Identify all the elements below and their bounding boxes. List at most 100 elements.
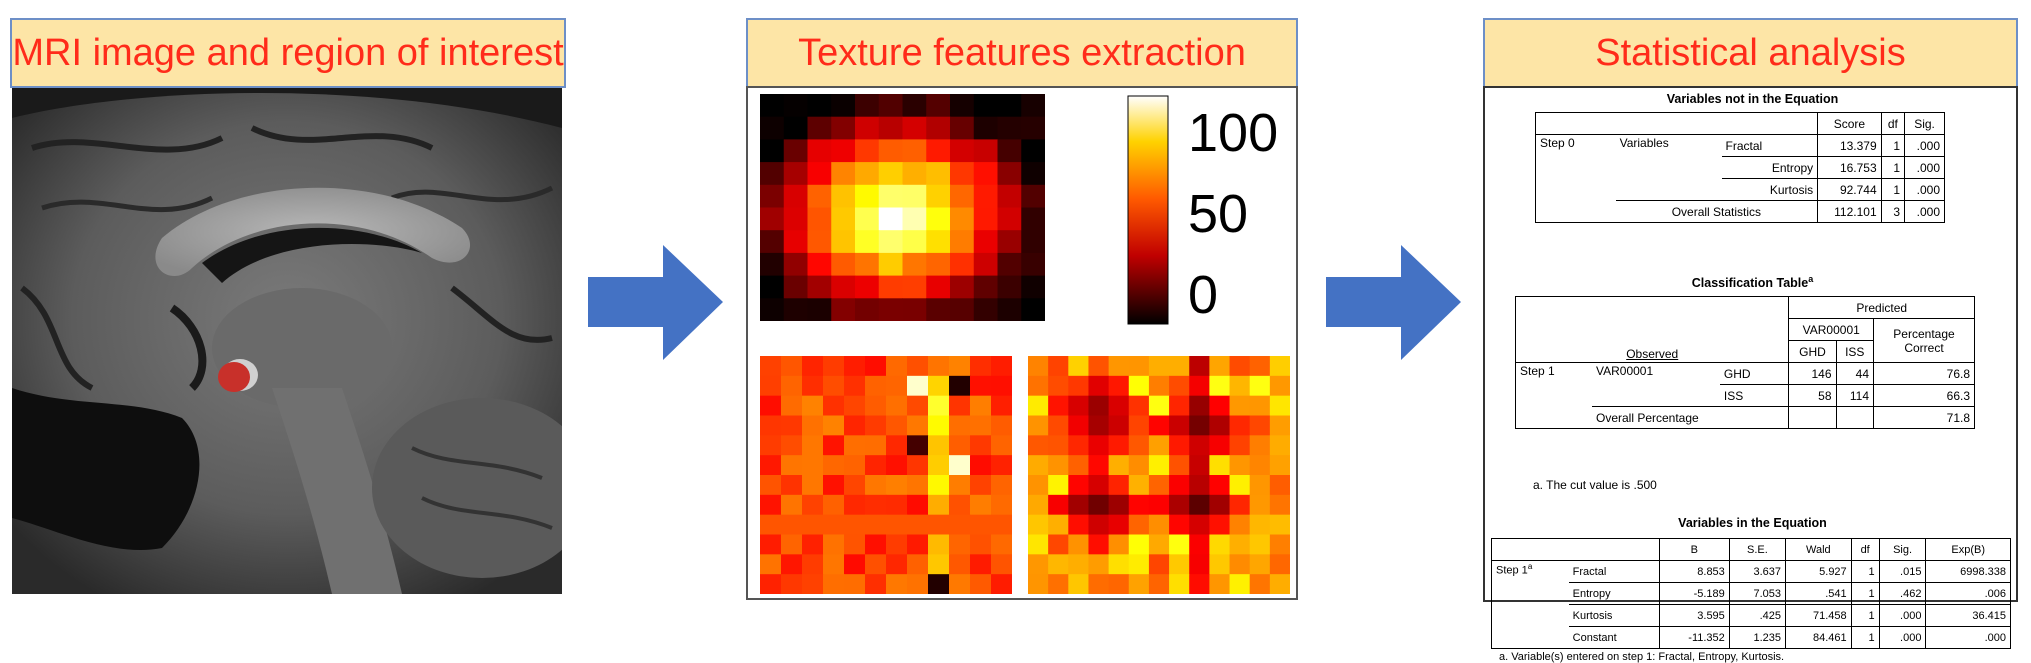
- heatmap-cell: [1048, 455, 1069, 476]
- heatmap-cell: [855, 298, 880, 321]
- heatmap-cell: [1108, 475, 1130, 496]
- heatmap-cell: [823, 514, 845, 535]
- heatmap-cell: [1068, 534, 1089, 555]
- heatmap-cell: [760, 139, 785, 163]
- heatmap-cell: [1148, 455, 1170, 476]
- heatmap-cell: [973, 139, 998, 163]
- heatmap-cell: [1169, 356, 1190, 377]
- t2-iss: 44: [1835, 362, 1875, 385]
- heatmap-cell: [1028, 514, 1049, 535]
- heatmap-cell: [1148, 395, 1170, 416]
- heatmap-cell: [1028, 494, 1049, 516]
- table1-title: Variables not in the Equation: [1666, 92, 1839, 106]
- heatmap-cell: [1028, 415, 1049, 436]
- heatmap-cell: [1249, 375, 1271, 397]
- heatmap-cell: [1128, 435, 1150, 456]
- stats-panel: Variables not in the Equation Score df S…: [1483, 86, 2018, 663]
- heatmap-cell: [760, 494, 782, 516]
- heatmap-cell: [823, 415, 845, 436]
- t3-note: a. Variable(s) entered on step 1: Fracta…: [1499, 651, 1785, 663]
- t1-var-name: Entropy: [1721, 156, 1819, 179]
- heatmap-cell: [1028, 356, 1049, 377]
- heatmap-cell: [1128, 534, 1150, 555]
- heatmap-cell: [760, 475, 782, 496]
- heatmap-cell: [1189, 455, 1210, 476]
- heatmap-cell: [1229, 415, 1251, 436]
- heatmap-cell: [907, 435, 929, 456]
- heatmap-cell: [997, 162, 1022, 186]
- heatmap-cell: [928, 356, 950, 377]
- heatmap-cell: [973, 298, 998, 321]
- heatmap-cell: [1148, 435, 1170, 456]
- heatmap-cell: [1088, 514, 1110, 535]
- heatmap-cell: [1048, 554, 1069, 575]
- heatmap-cell: [781, 574, 803, 594]
- t3-step: Step 1a: [1490, 560, 1569, 649]
- heatmap-cell: [781, 375, 803, 397]
- heatmap-cell: [1209, 435, 1231, 456]
- heatmap-cell: [844, 356, 866, 377]
- t2-overall-pct: 71.8: [1873, 406, 1975, 429]
- heatmap-cell: [1108, 494, 1130, 516]
- heatmap-cell: [823, 395, 845, 416]
- heatmap-cell: [831, 207, 856, 231]
- heatmap-cell: [907, 395, 929, 416]
- heatmap-cell: [1189, 375, 1210, 397]
- heatmap-cell: [1229, 356, 1251, 377]
- heatmap-cell: [1068, 356, 1089, 377]
- heatmap-cell: [997, 116, 1022, 140]
- colorbar: [1127, 95, 1169, 325]
- texture-heatmap-left: [760, 356, 1012, 594]
- heatmap-cell: [1169, 395, 1190, 416]
- heatmap-cell: [1249, 415, 1271, 436]
- t3-se: 3.637: [1728, 560, 1787, 583]
- heatmap-cell: [1209, 415, 1231, 436]
- heatmap-cell: [1189, 554, 1210, 575]
- heatmap-cell: [1108, 554, 1130, 575]
- heatmap-cell: [878, 139, 903, 163]
- heatmap-cell: [1148, 554, 1170, 575]
- t1-sig: .000: [1904, 200, 1945, 223]
- t3-header-wald: Wald: [1785, 538, 1852, 561]
- heatmap-cell: [1189, 574, 1210, 594]
- t3-wald: 84.461: [1785, 626, 1852, 649]
- heatmap-cell: [844, 574, 866, 594]
- heatmap-cell: [1229, 395, 1251, 416]
- heatmap-cell: [865, 455, 887, 476]
- heatmap-cell: [1128, 395, 1150, 416]
- heatmap-cell: [991, 435, 1012, 456]
- heatmap-cell: [950, 162, 975, 186]
- heatmap-cell: [831, 252, 856, 277]
- heatmap-cell: [1209, 514, 1231, 535]
- heatmap-cell: [1048, 395, 1069, 416]
- heatmap-cell: [781, 395, 803, 416]
- heatmap-cell: [997, 230, 1022, 254]
- heatmap-cell: [807, 298, 832, 321]
- heatmap-cell: [1169, 554, 1190, 575]
- heatmap-cell: [760, 298, 785, 321]
- heatmap-cell: [1068, 514, 1089, 535]
- classification-table: Observed Predicted VAR00001 Percentage C…: [1514, 296, 1975, 429]
- heatmap-cell: [760, 415, 782, 436]
- variables-in-equation-table: B S.E. Wald df Sig. Exp(B) Step 1a Fract…: [1490, 538, 2011, 649]
- heatmap-cell: [970, 455, 992, 476]
- heatmap-cell: [1021, 298, 1045, 321]
- table3-title: Variables in the Equation: [1678, 516, 1827, 530]
- heatmap-cell: [781, 435, 803, 456]
- heatmap-cell: [1249, 356, 1271, 377]
- heatmap-cell: [802, 375, 824, 397]
- heatmap-cell: [802, 574, 824, 594]
- heatmap-cell: [1028, 534, 1049, 555]
- t2-observed: Observed: [1626, 347, 1679, 361]
- t3-wald: 71.458: [1785, 604, 1852, 627]
- heatmap-cell: [991, 395, 1012, 416]
- heatmap-cell: [807, 275, 832, 299]
- heatmap-cell: [902, 94, 927, 118]
- glcm-heatmap-main: [760, 94, 1045, 321]
- t3-b: 3.595: [1658, 604, 1730, 627]
- heatmap-cell: [1229, 534, 1251, 555]
- heatmap-cell: [1068, 435, 1089, 456]
- heatmap-cell: [991, 356, 1012, 377]
- heatmap-cell: [1048, 375, 1069, 397]
- heatmap-cell: [1269, 494, 1290, 516]
